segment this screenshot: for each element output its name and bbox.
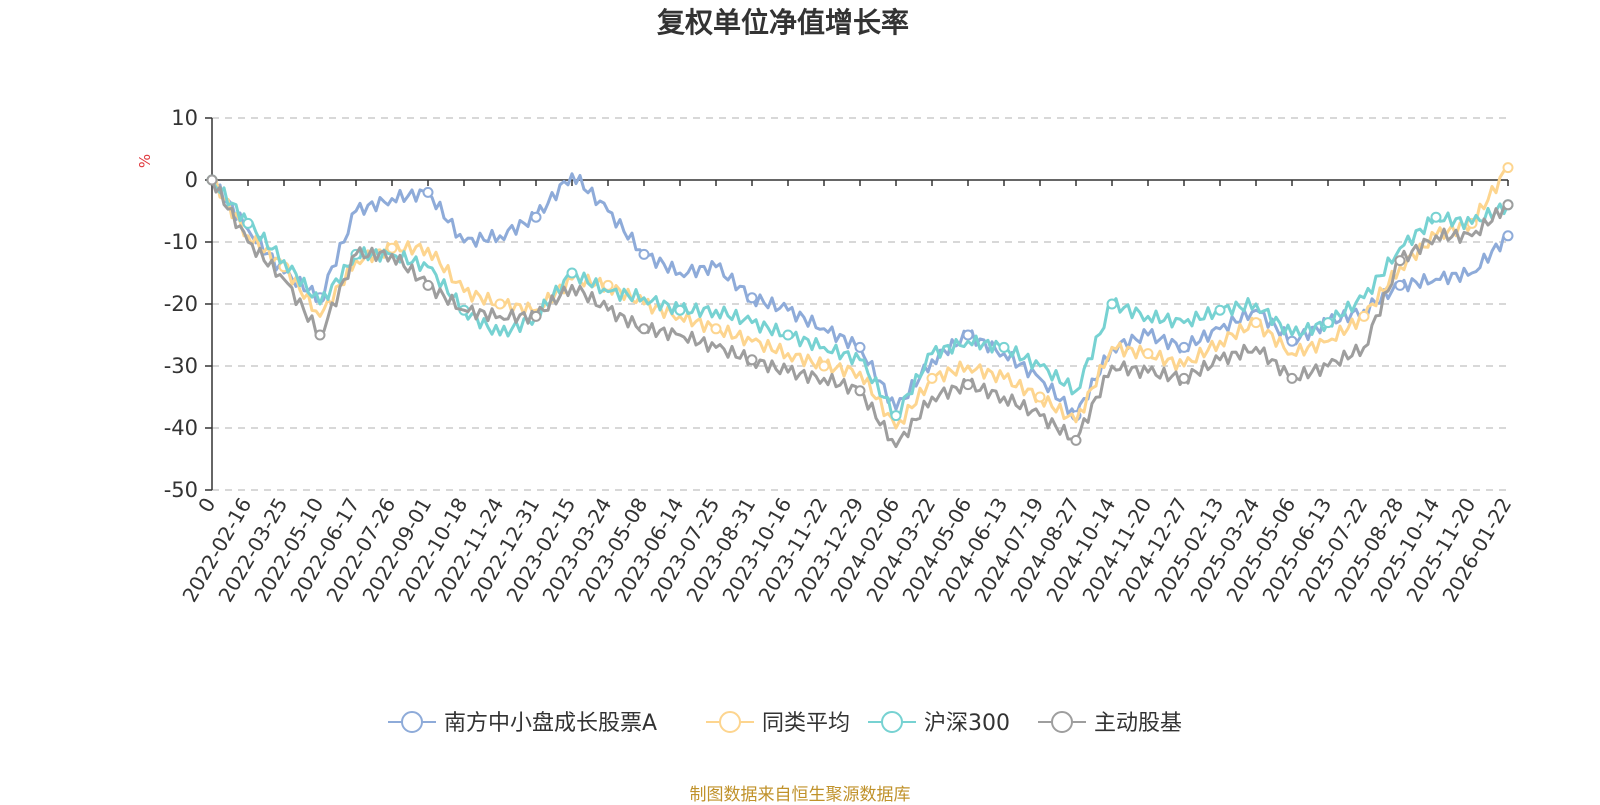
data-point [1178,372,1190,384]
data-point [1502,230,1514,242]
x-tick-label: 0 [193,494,220,517]
series-line [210,179,1509,449]
data-point [530,211,542,223]
data-point [494,298,506,310]
data-point [1286,335,1298,347]
legend-marker-icon [401,711,423,733]
y-tick-label: -20 [164,292,198,316]
legend-item[interactable]: 同类平均 [706,711,850,736]
legend-marker-icon [719,711,741,733]
series-line [211,166,1509,430]
data-point [1430,211,1442,223]
legend-marker-icon [881,711,903,733]
data-point [1070,434,1082,446]
legend-item[interactable]: 沪深300 [868,711,1010,736]
series-2 [206,174,1514,422]
data-point [1394,279,1406,291]
data-point [638,323,650,335]
data-point [962,329,974,341]
gridlines [205,117,1508,491]
data-point [1286,372,1298,384]
data-point [1106,298,1118,310]
data-point [1034,391,1046,403]
data-point [1178,341,1190,353]
x-axis-tick-labels: 02022-02-162022-03-252022-05-102022-06-1… [177,494,1516,607]
data-point [242,217,254,229]
y-tick-label: -50 [164,478,198,502]
y-axis-unit-label: % [136,154,154,168]
data-point [674,304,686,316]
data-point [1394,255,1406,267]
y-tick-label: 10 [171,106,198,130]
data-point [962,379,974,391]
data-point [422,279,434,291]
data-point [890,410,902,422]
data-point [1502,199,1514,211]
data-point [854,385,866,397]
y-tick-label: -40 [164,416,198,440]
legend-label: 同类平均 [762,711,850,736]
axes [211,118,1509,490]
data-point [1142,348,1154,360]
data-point [206,174,218,186]
data-point [818,360,830,372]
data-point [422,186,434,198]
chart-title: 复权单位净值增长率 [657,6,909,39]
data-point [926,372,938,384]
data-point [1250,317,1262,329]
y-axis-tick-labels: 10 0 -10 -20 -30 -40 -50 [164,106,198,502]
data-point [746,354,758,366]
data-point [638,248,650,260]
y-tick-label: -30 [164,354,198,378]
data-point [998,341,1010,353]
data-point [782,329,794,341]
data-point [1502,162,1514,174]
data-point [1322,317,1334,329]
legend-marker-icon [1051,711,1073,733]
series-1 [206,162,1514,430]
series-line [210,179,1510,418]
legend-label: 主动股基 [1094,711,1182,736]
series-lines [206,162,1514,449]
legend-item[interactable]: 南方中小盘成长股票A [388,711,657,736]
series-3 [206,174,1514,449]
data-point [746,292,758,304]
data-point [854,341,866,353]
y-tick-label: -10 [164,230,198,254]
data-point [530,310,542,322]
data-point [1214,304,1226,316]
series-0 [206,172,1514,422]
series-line [210,172,1509,418]
data-point [710,323,722,335]
legend-label: 南方中小盘成长股票A [444,711,657,736]
y-tick-label: 0 [185,168,198,192]
data-point [1358,310,1370,322]
data-point [566,267,578,279]
legend-label: 沪深300 [924,711,1010,736]
data-point [386,242,398,254]
data-point [314,329,326,341]
legend[interactable]: 南方中小盘成长股票A 同类平均 沪深300 主动股基 [388,711,1182,736]
data-source-note: 制图数据来自恒生聚源数据库 [689,785,911,805]
legend-item[interactable]: 主动股基 [1038,711,1182,736]
